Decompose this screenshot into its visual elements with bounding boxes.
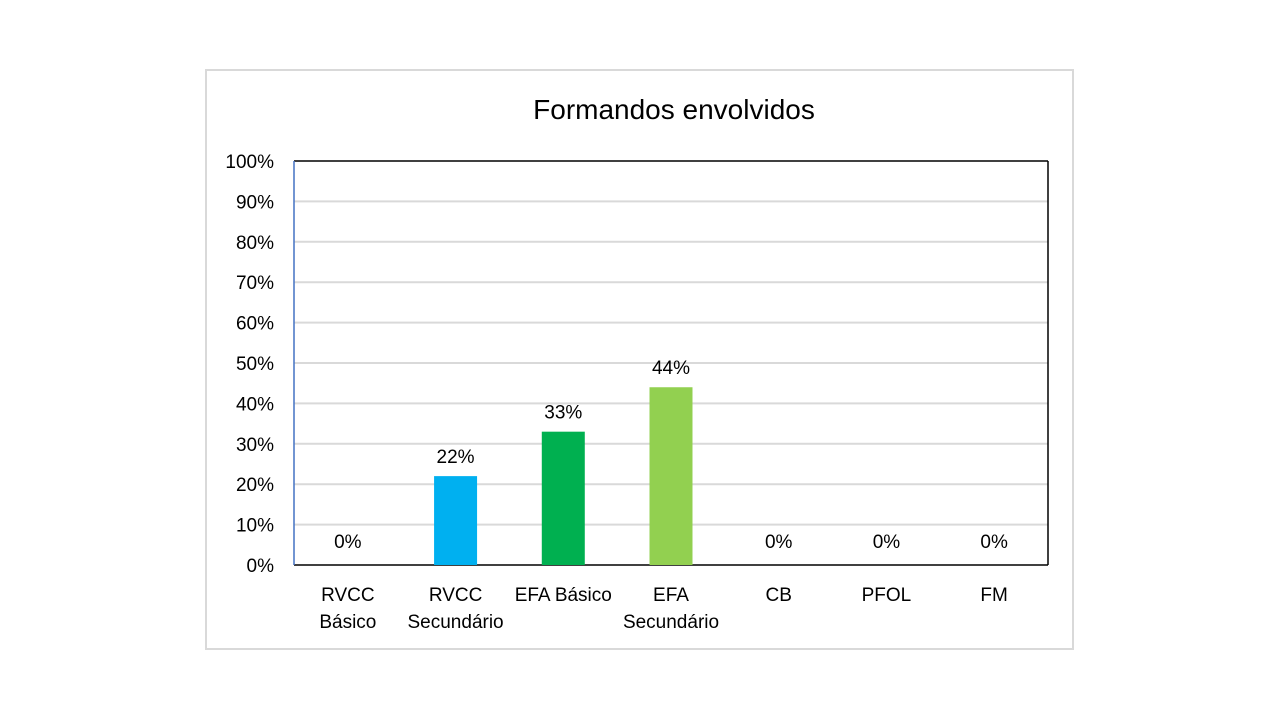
y-tick-label: 50%: [236, 354, 274, 375]
data-label: 33%: [544, 403, 582, 424]
y-tick-label: 100%: [225, 152, 274, 173]
category-label: EFA: [653, 585, 689, 606]
y-tick-labels: 0% 10% 20% 30% 40% 50% 60% 70% 80% 90% 100%: [225, 152, 274, 577]
data-labels: 0% 22% 33% 44% 0% 0% 0%: [334, 358, 1008, 553]
y-tick-label: 70%: [236, 273, 274, 294]
gridlines: [294, 200, 1048, 526]
category-label: CB: [766, 585, 792, 606]
data-label: 0%: [765, 532, 793, 553]
category-label: PFOL: [862, 585, 912, 606]
category-label: EFA Básico: [515, 585, 612, 606]
category-label: RVCC: [321, 585, 375, 606]
bar: [434, 476, 478, 565]
y-tick-label: 20%: [236, 475, 274, 496]
y-tick-label: 60%: [236, 314, 274, 335]
chart-frame: Formandos envolvidos 0% 10% 20% 30% 40% 50% 60…: [205, 69, 1074, 650]
bar-chart: Formandos envolvidos 0% 10% 20% 30% 40% 50% 60…: [225, 94, 1049, 633]
data-label: 0%: [334, 532, 362, 553]
category-label: Básico: [319, 612, 376, 633]
chart-title: Formandos envolvidos: [533, 94, 815, 125]
category-labels: RVCC Básico RVCC Secundário EFA Básico EFA Sec…: [319, 585, 1008, 633]
bar: [541, 431, 585, 565]
category-label: RVCC: [429, 585, 483, 606]
category-label: Secundário: [623, 612, 719, 633]
data-label: 0%: [873, 532, 901, 553]
y-tick-label: 30%: [236, 435, 274, 456]
category-label: FM: [980, 585, 1007, 606]
bar: [649, 387, 693, 565]
bars: [434, 387, 693, 565]
data-label: 22%: [437, 447, 475, 468]
y-tick-label: 80%: [236, 233, 274, 254]
y-tick-label: 40%: [236, 394, 274, 415]
category-label: Secundário: [408, 612, 504, 633]
data-label: 44%: [652, 358, 690, 379]
data-label: 0%: [980, 532, 1008, 553]
y-tick-label: 90%: [236, 192, 274, 213]
y-tick-label: 10%: [236, 516, 274, 537]
y-tick-label: 0%: [247, 556, 275, 577]
